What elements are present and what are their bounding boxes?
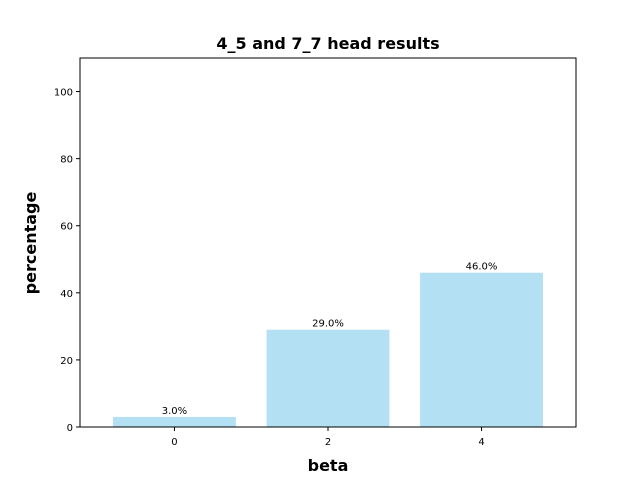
y-tick-label: 40 (60, 289, 73, 300)
x-tick-label: 0 (171, 437, 177, 448)
data-label: 3.0% (162, 406, 187, 417)
plot-area: 0 20 40 60 80 100 3.0% 0 29.0% 2 46.0% 4 (54, 88, 543, 448)
chart-title: 4_5 and 7_7 head results (216, 34, 439, 53)
bar (420, 272, 543, 427)
data-label: 29.0% (312, 319, 344, 330)
y-tick-label: 60 (60, 222, 73, 233)
x-axis-label: beta (308, 456, 349, 475)
x-tick-label: 2 (325, 437, 331, 448)
y-tick-label: 0 (67, 423, 73, 434)
y-axis-label: percentage (21, 192, 40, 295)
y-tick-label: 80 (60, 155, 73, 166)
bar (266, 329, 390, 427)
x-tick-label: 4 (478, 437, 484, 448)
y-tick-label: 100 (54, 88, 73, 99)
plot-frame (79, 57, 577, 428)
bar (113, 416, 236, 427)
y-tick-label: 20 (60, 356, 73, 367)
data-label: 46.0% (466, 262, 498, 273)
